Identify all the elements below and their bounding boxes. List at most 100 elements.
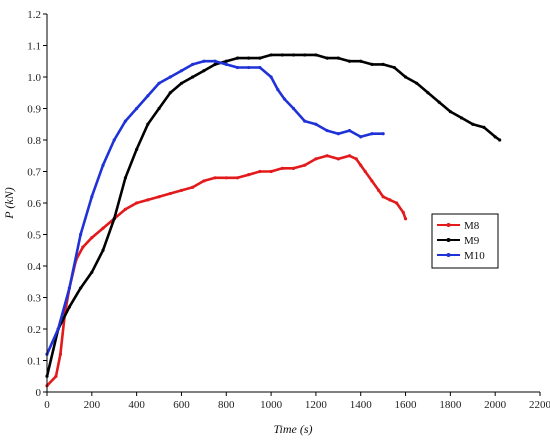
x-tick-label: 1400 (350, 399, 373, 411)
data-point-m9 (448, 110, 452, 114)
data-point-m9 (325, 56, 329, 60)
data-point-m8 (202, 179, 206, 183)
data-point-m10 (79, 232, 83, 237)
y-tick-label: 0.1 (27, 356, 41, 368)
data-point-m10 (359, 135, 363, 139)
x-axis-title: Time (s) (274, 422, 313, 436)
data-point-m10 (90, 195, 94, 199)
y-tick-label: 1.0 (27, 72, 41, 84)
x-tick-label: 600 (173, 399, 190, 411)
y-ticks: 0 0.1 0.2 0.3 0.4 0.5 0.6 0.7 0.8 0.9 1.0 1.1 1.2 (27, 9, 47, 399)
x-tick-label: 2200 (529, 399, 550, 411)
data-point-m8 (179, 188, 184, 192)
data-point-m9 (202, 69, 206, 73)
data-point-m10 (168, 75, 172, 79)
data-point-m10 (314, 122, 318, 126)
data-point-m9 (168, 91, 172, 95)
data-point-m9 (112, 217, 116, 221)
x-ticks: 0 200 400 600 800 1000 1200 1400 1600 1800 2000 220… (44, 392, 550, 411)
data-point-m10 (235, 65, 240, 70)
data-point-m10 (101, 163, 105, 167)
data-point-m9 (426, 91, 430, 95)
data-point-m8 (269, 169, 273, 174)
y-axis-title: P (kN) (2, 187, 16, 219)
data-point-m9 (482, 125, 486, 129)
x-tick-label: 0 (44, 399, 50, 411)
data-point-m10 (146, 94, 150, 98)
y-tick-label: 0 (36, 387, 42, 399)
y-tick-label: 0.2 (27, 324, 41, 336)
data-point-m10 (269, 75, 273, 79)
data-point-m9 (146, 122, 150, 126)
data-point-m10 (370, 132, 374, 136)
data-point-m9 (258, 56, 262, 60)
data-point-m8 (303, 163, 307, 167)
data-point-m9 (359, 59, 363, 63)
data-point-m10 (56, 327, 60, 331)
data-point-m9 (213, 62, 217, 66)
data-point-m8 (90, 236, 94, 240)
legend: M8 M9 M10 (431, 213, 499, 269)
data-point-m9 (90, 270, 94, 274)
data-point-m10 (276, 88, 280, 92)
data-point-m10 (202, 59, 206, 63)
data-point-m8 (381, 195, 385, 199)
data-point-m8 (377, 188, 381, 192)
data-point-m10 (336, 132, 340, 136)
data-point-m8 (123, 207, 128, 211)
data-point-m9 (79, 286, 83, 290)
x-tick-label: 2000 (484, 399, 507, 411)
y-tick-label: 0.8 (27, 135, 41, 147)
data-point-m10 (135, 106, 139, 111)
data-point-m8 (258, 169, 262, 174)
data-point-m8 (347, 154, 352, 158)
x-tick-label: 200 (84, 399, 101, 411)
data-point-m9 (471, 122, 475, 126)
data-point-m9 (135, 147, 139, 152)
data-point-m9 (403, 75, 408, 79)
data-point-m9 (191, 75, 195, 79)
data-point-m10 (325, 128, 329, 133)
data-point-m8 (224, 176, 228, 180)
data-point-m10 (291, 106, 296, 111)
x-tick-label: 1200 (305, 399, 328, 411)
data-point-m8 (146, 198, 150, 202)
data-point-m10 (67, 286, 72, 290)
data-point-m8 (247, 173, 251, 177)
y-tick-label: 0.5 (27, 230, 41, 242)
data-point-m8 (336, 157, 340, 161)
data-point-m8 (81, 245, 85, 249)
y-tick-label: 1.2 (27, 9, 41, 21)
data-point-m9 (392, 65, 396, 70)
data-point-m8 (191, 185, 195, 189)
data-point-m10 (381, 132, 385, 136)
data-point-m9 (291, 53, 296, 57)
legend-label-m9: M9 (464, 235, 480, 247)
data-point-m9 (459, 116, 464, 120)
data-point-m8 (394, 201, 399, 205)
series-line-m10 (45, 59, 385, 356)
data-point-m10 (157, 81, 161, 85)
series-layer (45, 53, 502, 388)
data-point-m10 (247, 65, 251, 70)
data-point-m9 (224, 59, 228, 63)
data-point-m8 (359, 163, 363, 167)
data-point-m9 (370, 62, 374, 66)
x-tick-label: 1600 (395, 399, 418, 411)
data-point-m10 (282, 97, 287, 101)
x-tick-label: 800 (218, 399, 235, 411)
data-point-m9 (314, 53, 318, 57)
data-point-m10 (123, 119, 128, 123)
data-point-m8 (280, 166, 284, 170)
data-point-m9 (347, 59, 352, 63)
data-point-m10 (258, 65, 262, 70)
y-tick-label: 0.4 (27, 261, 41, 273)
data-point-m9 (493, 135, 497, 139)
data-point-m8 (370, 179, 374, 183)
data-point-m9 (123, 176, 128, 180)
data-point-m8 (235, 176, 240, 180)
data-point-m10 (191, 62, 195, 66)
data-point-m8 (403, 217, 408, 221)
data-point-m9 (67, 305, 72, 309)
